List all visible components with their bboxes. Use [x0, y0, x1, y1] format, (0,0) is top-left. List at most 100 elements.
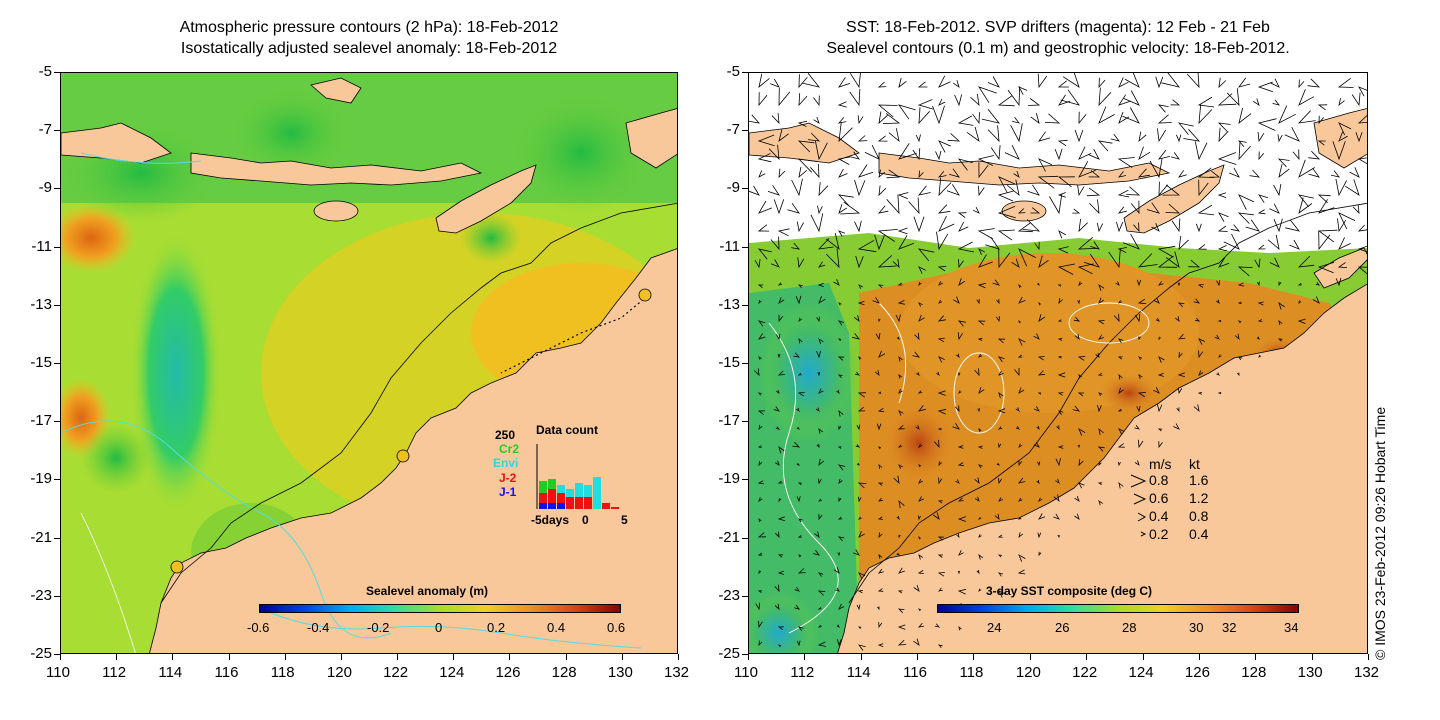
sealevel-colorbar-tick: 0.6: [607, 620, 626, 635]
velocity-arrow: [758, 517, 762, 522]
velocity-arrow: [1197, 204, 1215, 216]
velocity-arrow: [798, 554, 802, 558]
velocity-arrow: [956, 353, 960, 359]
velocity-arrow: [1358, 86, 1367, 97]
velocity-arrow: [938, 280, 943, 286]
left-ytick-mark: [54, 72, 60, 73]
velocity-arrow: [1058, 94, 1071, 106]
velocity-arrow: [776, 389, 780, 394]
velocity-arrow: [778, 314, 784, 323]
velocity-arrow: [857, 392, 867, 398]
velocity-arrow: [754, 368, 760, 377]
left-xtick-mark: [565, 654, 567, 660]
velocity-arrow: [872, 296, 880, 304]
velocity-arrow: [1110, 134, 1121, 142]
velocity-arrow: [1338, 237, 1351, 250]
velocity-arrow: [1074, 129, 1084, 143]
velocity-arrow: [896, 336, 900, 340]
velocity-arrow: [1098, 500, 1103, 506]
velocity-arrow: [897, 300, 905, 305]
velocity-arrow: [935, 150, 942, 161]
velocity-arrow: [958, 372, 961, 377]
velocity-arrow: [1057, 534, 1060, 539]
velocity-arrow: [837, 446, 842, 449]
velocity-arrow: [1273, 218, 1283, 233]
velocity-arrow: [1028, 98, 1041, 106]
velocity-arrow: [1318, 115, 1325, 125]
velocity-arrow: [813, 116, 820, 124]
velocity-arrow: [836, 624, 840, 628]
velocity-arrow: [1256, 336, 1260, 340]
velocity-arrow: [1078, 373, 1083, 379]
velocity-arrow: [908, 197, 920, 215]
velocity-arrow: [958, 625, 962, 631]
mission-label-envi: Envi: [493, 456, 519, 470]
velocity-arrow: [1258, 151, 1265, 161]
velocity-arrow: [1217, 245, 1228, 252]
velocity-arrow: [758, 320, 766, 327]
velocity-arrow: [957, 462, 964, 467]
velocity-arrow: [1055, 478, 1060, 484]
histogram-bars: [539, 477, 619, 509]
velocity-arrow: [754, 259, 761, 269]
velocity-arrow: [1257, 319, 1263, 322]
velocity-arrow: [1062, 73, 1080, 88]
velocity-arrow: [1237, 372, 1240, 377]
velocity-arrow: [937, 408, 947, 415]
velocity-arrow: [818, 261, 826, 268]
velocity-arrow: [938, 98, 946, 106]
velocity-arrow: [918, 266, 926, 274]
velocity-arrow: [1117, 443, 1125, 448]
velocity-arrow: [1197, 167, 1215, 178]
velocity-arrow: [978, 86, 997, 104]
velocity-arrow: [932, 105, 945, 125]
velocity-legend-header-kt: kt: [1189, 456, 1200, 472]
left-ytick-label: -13: [30, 295, 52, 313]
velocity-arrow: [1098, 106, 1115, 124]
velocity-arrow: [1237, 212, 1254, 224]
velocity-arrow: [758, 570, 762, 575]
right-ytick-label: -15: [718, 354, 740, 371]
right-xtick-label: 124: [1128, 664, 1154, 681]
velocity-arrow: [1077, 392, 1084, 397]
velocity-arrow: [1057, 192, 1066, 198]
velocity-arrow: [1317, 229, 1338, 243]
velocity-arrow: [1252, 98, 1260, 106]
velocity-arrow: [1155, 317, 1160, 322]
velocity-arrow: [937, 554, 943, 558]
velocity-arrow: [1007, 86, 1021, 107]
velocity-arrow: [918, 496, 924, 502]
velocity-arrow: [1298, 159, 1315, 178]
velocity-arrow: [838, 497, 842, 503]
velocity-arrow: [1278, 319, 1283, 326]
velocity-arrow: [937, 390, 946, 396]
velocity-arrow: [877, 482, 884, 486]
velocity-arrow: [1298, 79, 1305, 89]
velocity-arrow: [997, 534, 1003, 538]
velocity-arrow: [877, 81, 887, 88]
velocity-arrow: [1044, 113, 1061, 124]
velocity-arrow: [917, 405, 926, 412]
velocity-arrow: [1123, 90, 1140, 106]
velocity-arrow: [1198, 370, 1204, 376]
velocity-arrow: [1158, 181, 1169, 197]
velocity-arrow: [955, 479, 960, 484]
velocity-arrow: [1258, 194, 1269, 203]
velocity-arrow: [810, 213, 824, 233]
right-ytick-label: -5: [726, 63, 740, 80]
velocity-arrow: [1218, 77, 1227, 89]
velocity-arrow: [1057, 355, 1062, 359]
velocity-arrow: [849, 88, 861, 107]
velocity-arrow: [918, 302, 923, 307]
velocity-arrow: [1038, 497, 1043, 502]
velocity-arrow: [1138, 131, 1147, 143]
velocity-arrow: [1010, 123, 1023, 143]
velocity-arrow: [758, 620, 763, 629]
velocity-arrow: [997, 572, 1004, 577]
velocity-arrow: [878, 169, 886, 179]
velocity-arrow: [795, 295, 802, 305]
right-ytick-label: -23: [718, 586, 740, 604]
velocity-arrow: [1318, 231, 1331, 251]
velocity-legend-ms-0: 0.8: [1149, 472, 1169, 488]
velocity-arrow: [938, 299, 943, 304]
